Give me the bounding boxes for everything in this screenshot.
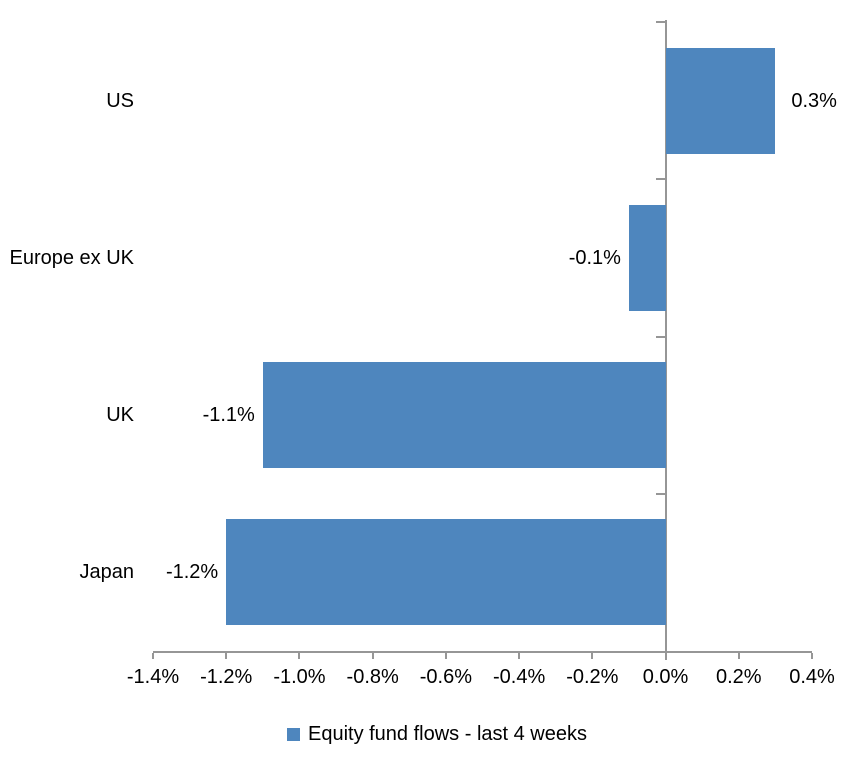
bar — [226, 519, 666, 626]
x-tick — [811, 653, 813, 659]
x-tick-label: 0.2% — [715, 666, 762, 688]
category-label: US — [106, 89, 134, 112]
x-tick — [664, 653, 667, 659]
x-tick-label: -0.6% — [419, 666, 472, 688]
y-axis-line — [664, 20, 667, 660]
y-tick — [655, 492, 665, 495]
legend-swatch-icon — [286, 727, 300, 741]
legend-label: Equity fund flows - last 4 weeks — [307, 723, 587, 745]
data-label: -1.1% — [202, 404, 255, 427]
x-axis-line — [153, 651, 812, 653]
data-label: -0.1% — [568, 246, 621, 269]
category-label: UK — [106, 404, 134, 427]
x-tick — [298, 653, 301, 659]
x-tick-label: 0.4% — [789, 666, 835, 688]
y-tick — [655, 21, 665, 23]
x-tick — [737, 653, 740, 659]
x-tick-label: 0.0% — [642, 666, 689, 688]
x-tick — [518, 653, 521, 659]
x-tick-label: -1.4% — [126, 666, 180, 688]
legend-item: Equity fund flows - last 4 weeks — [286, 722, 587, 746]
x-tick — [371, 653, 374, 659]
x-tick-label: -1.0% — [273, 666, 326, 688]
data-label: -1.2% — [165, 561, 219, 584]
data-label: 0.3% — [791, 89, 837, 112]
y-tick — [655, 335, 665, 338]
category-label: Japan — [79, 561, 135, 584]
bar — [262, 362, 666, 469]
bar — [665, 47, 776, 154]
x-tick-label: -0.2% — [566, 666, 619, 688]
x-tick — [591, 653, 594, 659]
x-tick-label: -0.4% — [492, 666, 546, 688]
x-tick — [444, 653, 447, 659]
x-tick — [152, 653, 154, 659]
x-tick — [225, 653, 228, 659]
category-label: Europe ex UK — [9, 246, 134, 269]
y-tick — [655, 178, 665, 181]
legend: Equity fund flows - last 4 weeks — [0, 722, 852, 746]
x-tick-label: -1.2% — [200, 666, 253, 688]
bar — [628, 204, 666, 311]
x-tick-label: -0.8% — [346, 666, 399, 688]
